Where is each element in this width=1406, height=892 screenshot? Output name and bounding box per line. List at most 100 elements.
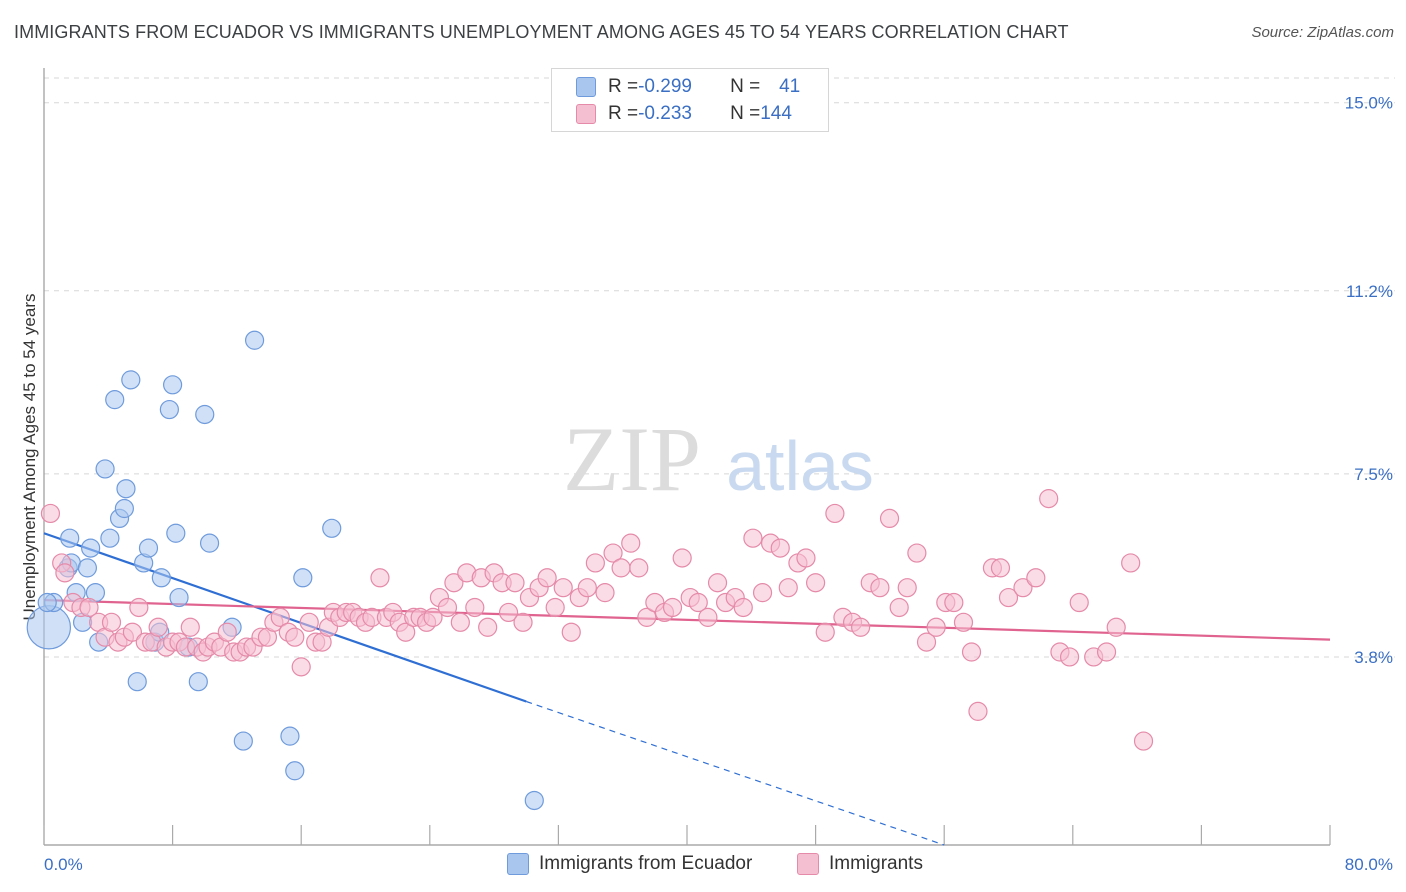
point-immigrants — [770, 538, 790, 558]
point-immigrants — [40, 503, 61, 524]
point-immigrants — [423, 607, 443, 627]
watermark-atlas: atlas — [726, 427, 874, 505]
point-immigrants — [621, 533, 641, 553]
point-ecuador — [95, 459, 115, 479]
point-ecuador — [166, 523, 186, 543]
point-immigrants — [907, 543, 927, 563]
point-ecuador — [233, 731, 253, 751]
legend-row-immigrants: R = -0.233 N = 144 — [576, 101, 800, 127]
watermark-zip: ZIP — [563, 408, 701, 510]
point-immigrants — [926, 617, 946, 637]
point-ecuador — [138, 538, 159, 558]
legend-r-label: R = — [608, 103, 639, 124]
point-immigrants — [688, 592, 708, 613]
y-tick-label: 3.8% — [1354, 648, 1393, 667]
point-immigrants — [953, 612, 974, 632]
point-ecuador — [163, 375, 183, 395]
chart-title: IMMIGRANTS FROM ECUADOR VS IMMIGRANTS UN… — [14, 22, 1069, 42]
point-immigrants — [537, 568, 557, 588]
y-tick-label: 11.2% — [1346, 282, 1393, 301]
legend-swatch-ecuador — [576, 77, 596, 97]
point-ecuador — [127, 672, 147, 692]
point-immigrants — [1059, 647, 1080, 667]
point-ecuador — [60, 528, 80, 548]
point-immigrants — [79, 597, 99, 618]
point-immigrants — [450, 612, 470, 632]
point-immigrants — [478, 617, 498, 637]
point-immigrants — [778, 578, 798, 598]
x-tick-label-max: 80.0% — [1345, 855, 1393, 874]
point-ecuador — [151, 568, 171, 588]
series-swatch-immigrants — [797, 853, 819, 875]
point-immigrants — [270, 607, 290, 627]
legend-r-label: R = — [608, 76, 639, 97]
point-immigrants — [805, 573, 826, 593]
point-immigrants — [148, 617, 168, 637]
point-immigrants — [1026, 568, 1046, 588]
legend-row-ecuador: R = -0.299 N = 41 — [576, 74, 800, 100]
point-immigrants — [444, 573, 464, 593]
point-ecuador — [244, 330, 265, 350]
point-immigrants — [629, 558, 649, 578]
data-points — [26, 330, 1154, 811]
point-immigrants — [299, 612, 319, 632]
legend-n-label: N = — [730, 76, 761, 97]
legend-r-value: -0.299 — [638, 76, 692, 97]
point-immigrants — [733, 597, 753, 618]
point-immigrants — [603, 543, 623, 563]
point-immigrants — [370, 568, 390, 588]
point-immigrants — [1069, 592, 1089, 613]
point-immigrants — [1096, 642, 1117, 662]
point-ecuador — [293, 568, 313, 588]
tick-labels: 3.8% 7.5% 11.2% 15.0% 0.0% 80.0% — [44, 94, 1393, 874]
legend-swatch-immigrants — [576, 104, 596, 124]
point-immigrants — [961, 642, 982, 662]
point-immigrants — [796, 548, 816, 568]
point-immigrants — [752, 583, 773, 603]
point-immigrants — [585, 553, 605, 573]
watermark: ZIP atlas — [563, 408, 874, 510]
point-immigrants — [672, 548, 692, 568]
point-immigrants — [180, 617, 200, 637]
point-ecuador — [280, 726, 300, 746]
point-immigrants — [129, 597, 149, 618]
point-ecuador — [195, 404, 215, 425]
axes — [43, 68, 1331, 846]
point-immigrants — [498, 602, 519, 623]
point-ecuador — [159, 399, 179, 420]
point-immigrants — [815, 622, 835, 642]
point-immigrants — [611, 558, 631, 578]
point-ecuador — [37, 592, 57, 613]
point-ecuador — [81, 538, 101, 558]
point-immigrants — [101, 612, 122, 632]
point-ecuador — [285, 761, 305, 781]
point-immigrants — [553, 578, 573, 598]
legend-n-value: 41 — [779, 76, 801, 97]
point-ecuador — [188, 672, 208, 692]
series-legend-ecuador: Immigrants from Ecuador — [507, 851, 752, 877]
point-immigrants — [968, 701, 988, 721]
point-immigrants — [879, 508, 900, 529]
point-immigrants — [513, 612, 533, 632]
point-immigrants — [217, 622, 237, 642]
point-immigrants — [825, 503, 845, 524]
point-immigrants — [637, 607, 657, 627]
series-label-immigrants: Immigrants — [829, 853, 923, 874]
point-immigrants — [465, 597, 485, 618]
point-ecuador — [121, 370, 141, 390]
point-immigrants — [1013, 578, 1033, 598]
point-ecuador — [114, 498, 134, 519]
point-ecuador — [524, 790, 544, 811]
point-ecuador — [26, 605, 72, 650]
series-label-ecuador: Immigrants from Ecuador — [539, 853, 753, 874]
point-ecuador — [77, 558, 98, 578]
trend-ecuador-extension — [526, 700, 945, 846]
y-tick-label: 15.0% — [1345, 94, 1393, 113]
point-immigrants — [561, 622, 581, 642]
point-immigrants — [285, 627, 305, 647]
point-immigrants — [870, 578, 890, 598]
point-immigrants — [122, 622, 143, 642]
point-immigrants — [55, 563, 75, 583]
point-ecuador — [105, 390, 125, 410]
